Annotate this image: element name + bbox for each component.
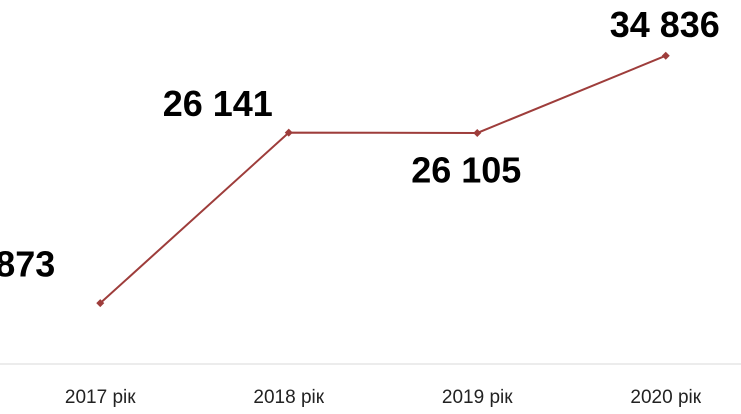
data-label: 26 105 xyxy=(411,149,521,190)
x-tick-label: 2020 рік xyxy=(630,387,701,408)
data-point xyxy=(284,128,293,137)
data-line xyxy=(99,54,667,304)
data-point xyxy=(96,299,105,308)
data-label: 34 836 xyxy=(610,4,720,45)
data-point xyxy=(661,51,670,60)
x-tick-label: 2019 рік xyxy=(442,387,513,408)
data-point xyxy=(473,128,482,137)
x-tick-label: 2017 рік xyxy=(65,387,136,408)
data-label: 26 141 xyxy=(163,83,273,124)
data-label: 6 873 xyxy=(0,244,55,285)
x-tick-label: 2018 рік xyxy=(253,387,324,408)
